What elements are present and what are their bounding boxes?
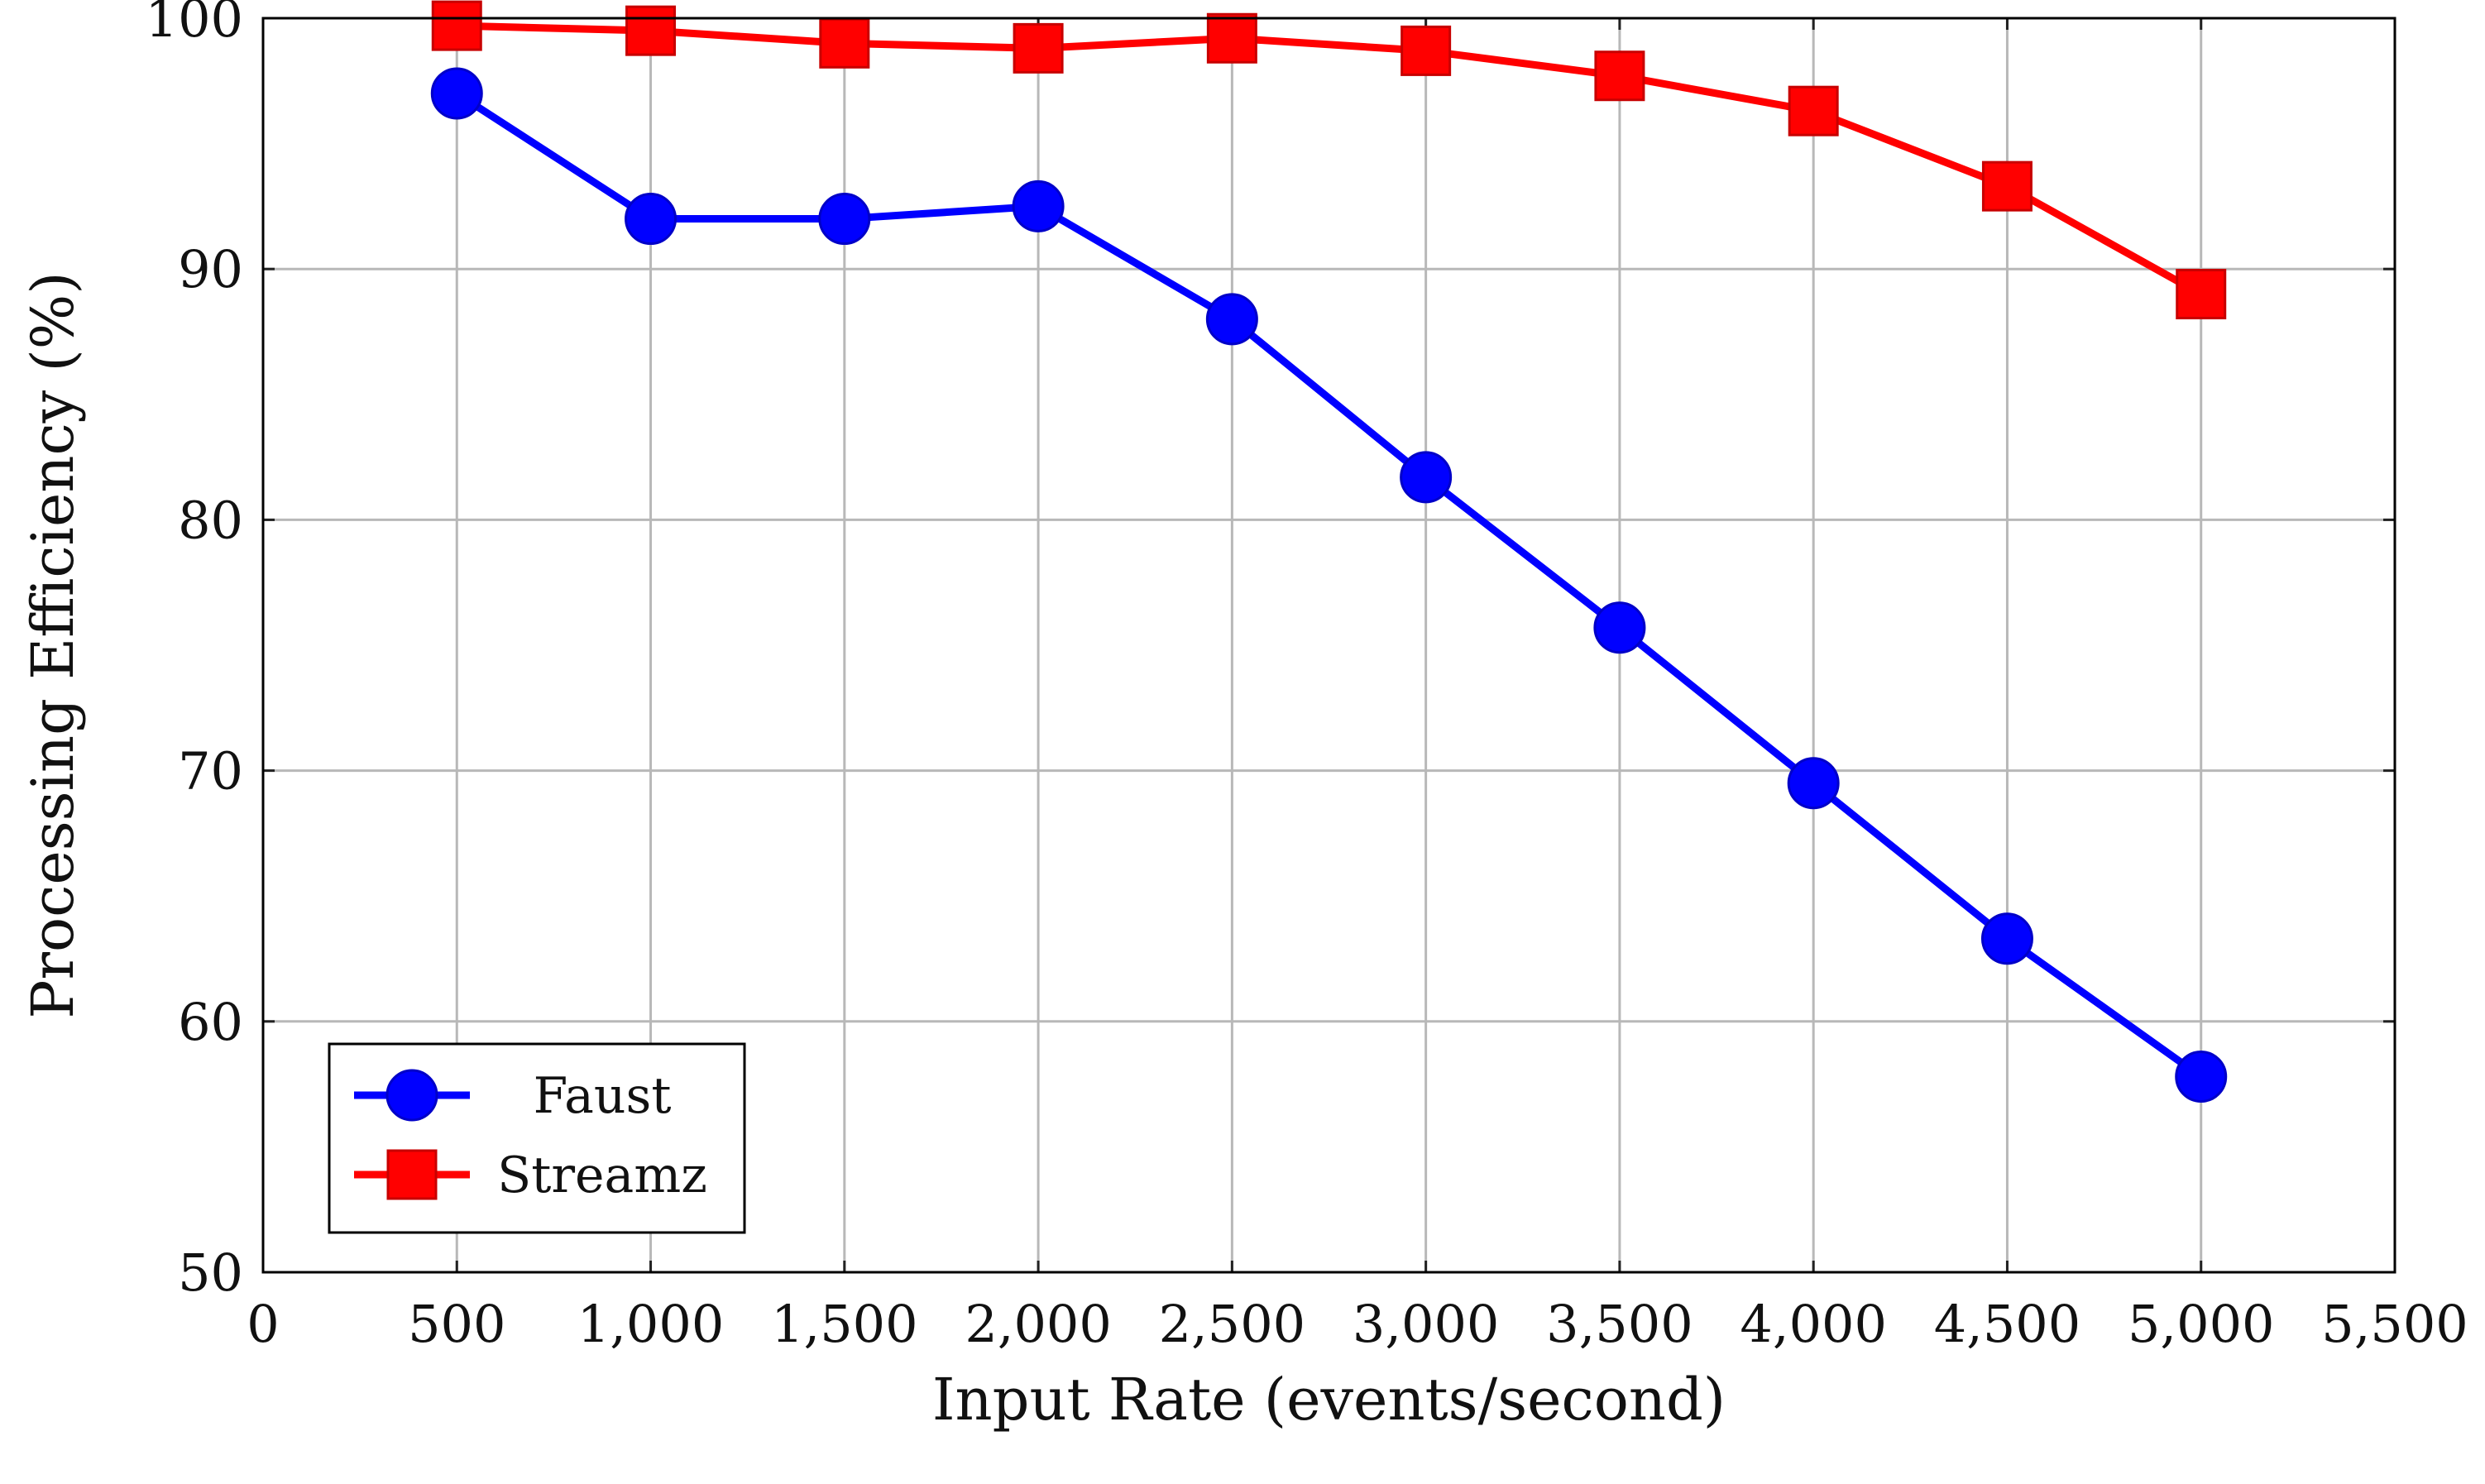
- data-point-streamz: [1206, 12, 1257, 64]
- x-tick-label: 5,000: [2128, 1294, 2275, 1354]
- legend-label-faust: Faust: [534, 1067, 672, 1125]
- x-tick-label: 2,500: [1159, 1294, 1306, 1354]
- y-tick-label: 80: [178, 490, 243, 550]
- series-streamz: [431, 0, 2227, 320]
- y-axis-title: Processing Efficiency (%): [19, 271, 87, 1018]
- data-point-streamz: [431, 0, 482, 51]
- data-point-streamz: [625, 5, 677, 56]
- data-point-streamz: [819, 17, 870, 69]
- y-tick-label: 50: [178, 1242, 243, 1303]
- series-line-faust: [454, 90, 2204, 1080]
- y-tick-labels: 50 60 70 80 90 100: [146, 0, 243, 1303]
- plot-frame: [261, 17, 2396, 1274]
- data-point-streamz: [1981, 160, 2033, 212]
- x-tick-label: 3,000: [1353, 1294, 1500, 1354]
- y-tick-label: 70: [178, 741, 243, 802]
- x-tick-label: 4,000: [1740, 1294, 1887, 1354]
- x-tick-label: 0: [247, 1294, 279, 1354]
- x-tick-label: 500: [408, 1294, 505, 1354]
- data-point-faust: [1980, 912, 2033, 965]
- x-tick-label: 5,500: [2321, 1294, 2468, 1354]
- y-tick-label: 60: [178, 992, 243, 1052]
- data-point-faust: [430, 67, 483, 120]
- data-point-streamz: [1788, 85, 1839, 136]
- grid: [263, 18, 2395, 1272]
- data-point-faust: [625, 193, 678, 246]
- x-tick-labels: 0 500 1,000 1,500 2,000 2,500 3,000 3,500 4,000 4…: [247, 1294, 2468, 1354]
- data-point-faust: [818, 193, 871, 246]
- series-line-streamz: [457, 22, 2203, 298]
- legend: Faust Streamz: [328, 1042, 746, 1234]
- x-tick-label: 1,500: [771, 1294, 918, 1354]
- x-tick-label: 4,500: [1934, 1294, 2081, 1354]
- data-point-faust: [1012, 180, 1065, 232]
- data-point-streamz: [1594, 50, 1645, 102]
- y-tick-label: 90: [178, 239, 243, 299]
- x-axis-title: Input Rate (events/second): [932, 1366, 1726, 1434]
- legend-marker-faust: [385, 1069, 438, 1122]
- legend-marker-streamz: [386, 1149, 438, 1200]
- data-point-faust: [1400, 451, 1453, 504]
- x-tick-label: 3,500: [1546, 1294, 1693, 1354]
- data-point-streamz: [1401, 25, 1452, 76]
- data-point-faust: [1787, 757, 1840, 810]
- data-point-streamz: [2176, 269, 2227, 320]
- x-tick-label: 2,000: [965, 1294, 1112, 1354]
- y-tick-label: 100: [146, 0, 243, 49]
- data-point-faust: [2175, 1051, 2228, 1103]
- data-point-faust: [1593, 601, 1646, 654]
- x-tick-label: 1,000: [577, 1294, 725, 1354]
- series-faust: [430, 67, 2228, 1103]
- legend-label-streamz: Streamz: [497, 1147, 707, 1204]
- data-point-faust: [1205, 293, 1258, 346]
- data-point-streamz: [1013, 22, 1064, 74]
